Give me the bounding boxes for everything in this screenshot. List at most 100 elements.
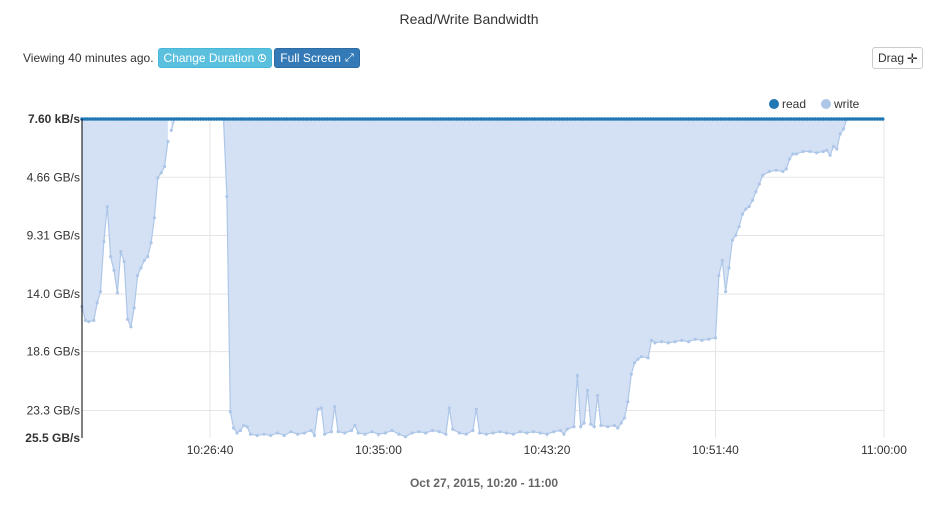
read-point[interactable] bbox=[595, 117, 599, 121]
read-point[interactable] bbox=[193, 117, 197, 121]
write-point[interactable] bbox=[262, 432, 266, 436]
write-point[interactable] bbox=[774, 168, 778, 172]
read-point[interactable] bbox=[705, 117, 710, 121]
write-point[interactable] bbox=[744, 207, 748, 211]
read-point[interactable] bbox=[136, 117, 141, 121]
read-point[interactable] bbox=[347, 117, 351, 121]
read-point[interactable] bbox=[390, 117, 394, 121]
read-point[interactable] bbox=[376, 117, 381, 121]
write-point[interactable] bbox=[592, 425, 596, 429]
write-point[interactable] bbox=[794, 152, 799, 156]
read-point[interactable] bbox=[247, 117, 251, 121]
write-point[interactable] bbox=[582, 421, 586, 425]
write-point[interactable] bbox=[575, 373, 580, 378]
read-point[interactable] bbox=[314, 117, 319, 121]
write-point[interactable] bbox=[649, 338, 654, 342]
write-point[interactable] bbox=[835, 147, 839, 151]
read-point[interactable] bbox=[635, 117, 640, 121]
read-point[interactable] bbox=[702, 117, 707, 121]
read-point[interactable] bbox=[117, 117, 122, 121]
read-point[interactable] bbox=[352, 117, 357, 121]
write-point[interactable] bbox=[730, 238, 735, 242]
read-point[interactable] bbox=[667, 117, 672, 121]
read-point[interactable] bbox=[732, 117, 737, 121]
write-point[interactable] bbox=[757, 182, 761, 186]
read-point[interactable] bbox=[756, 117, 761, 121]
read-point[interactable] bbox=[355, 117, 359, 121]
read-point[interactable] bbox=[476, 117, 481, 121]
read-point[interactable] bbox=[101, 117, 106, 121]
read-point[interactable] bbox=[856, 117, 861, 121]
read-point[interactable] bbox=[233, 117, 238, 121]
read-point[interactable] bbox=[522, 117, 526, 121]
read-point[interactable] bbox=[403, 117, 408, 121]
write-point[interactable] bbox=[282, 433, 286, 438]
read-point[interactable] bbox=[487, 117, 491, 121]
write-point[interactable] bbox=[801, 149, 805, 154]
write-point[interactable] bbox=[538, 431, 542, 435]
read-point[interactable] bbox=[209, 117, 214, 121]
write-point[interactable] bbox=[289, 430, 293, 434]
write-point[interactable] bbox=[821, 149, 825, 154]
write-point[interactable] bbox=[720, 258, 724, 262]
read-point[interactable] bbox=[260, 117, 265, 121]
read-point[interactable] bbox=[560, 117, 564, 121]
read-point[interactable] bbox=[516, 117, 521, 121]
read-point[interactable] bbox=[622, 117, 626, 121]
write-point[interactable] bbox=[444, 432, 448, 436]
read-point[interactable] bbox=[228, 117, 233, 121]
read-point[interactable] bbox=[266, 117, 270, 121]
read-point[interactable] bbox=[605, 117, 610, 121]
read-point[interactable] bbox=[268, 117, 273, 121]
read-point[interactable] bbox=[185, 117, 189, 121]
read-point[interactable] bbox=[738, 117, 742, 121]
write-point[interactable] bbox=[275, 431, 279, 435]
read-point[interactable] bbox=[436, 117, 440, 121]
write-point[interactable] bbox=[589, 422, 593, 426]
read-point[interactable] bbox=[770, 117, 774, 121]
read-point[interactable] bbox=[818, 117, 823, 121]
read-point[interactable] bbox=[584, 117, 588, 121]
write-point[interactable] bbox=[424, 431, 428, 435]
write-point[interactable] bbox=[751, 198, 755, 202]
read-point[interactable] bbox=[578, 117, 583, 121]
read-point[interactable] bbox=[457, 117, 462, 121]
read-point[interactable] bbox=[201, 117, 206, 121]
read-point[interactable] bbox=[681, 117, 685, 121]
read-point[interactable] bbox=[835, 117, 839, 121]
read-point[interactable] bbox=[495, 117, 500, 121]
write-point[interactable] bbox=[238, 428, 242, 433]
write-point[interactable] bbox=[370, 430, 374, 434]
read-point[interactable] bbox=[444, 117, 448, 121]
read-point[interactable] bbox=[433, 117, 437, 121]
write-point[interactable] bbox=[471, 428, 475, 433]
read-point[interactable] bbox=[619, 117, 623, 121]
read-point[interactable] bbox=[255, 117, 259, 121]
read-point[interactable] bbox=[867, 117, 871, 121]
read-point[interactable] bbox=[428, 117, 432, 121]
write-point[interactable] bbox=[612, 423, 617, 428]
write-point[interactable] bbox=[599, 423, 603, 428]
write-point[interactable] bbox=[235, 431, 239, 435]
read-point[interactable] bbox=[632, 117, 637, 121]
read-point[interactable] bbox=[357, 117, 362, 121]
read-point[interactable] bbox=[341, 117, 346, 121]
read-point[interactable] bbox=[449, 117, 454, 121]
read-point[interactable] bbox=[484, 117, 489, 121]
read-point[interactable] bbox=[93, 117, 98, 121]
write-point[interactable] bbox=[105, 205, 109, 209]
read-point[interactable] bbox=[678, 117, 683, 121]
write-point[interactable] bbox=[498, 430, 502, 434]
read-point[interactable] bbox=[686, 117, 691, 121]
read-point[interactable] bbox=[150, 117, 154, 121]
read-point[interactable] bbox=[215, 117, 219, 121]
write-point[interactable] bbox=[329, 430, 333, 434]
read-point[interactable] bbox=[120, 117, 125, 121]
read-point[interactable] bbox=[161, 117, 165, 121]
read-point[interactable] bbox=[169, 117, 173, 121]
write-point[interactable] bbox=[149, 241, 153, 245]
write-point[interactable] bbox=[457, 431, 461, 435]
read-point[interactable] bbox=[349, 117, 354, 121]
read-point[interactable] bbox=[762, 117, 766, 121]
read-point[interactable] bbox=[773, 117, 777, 121]
